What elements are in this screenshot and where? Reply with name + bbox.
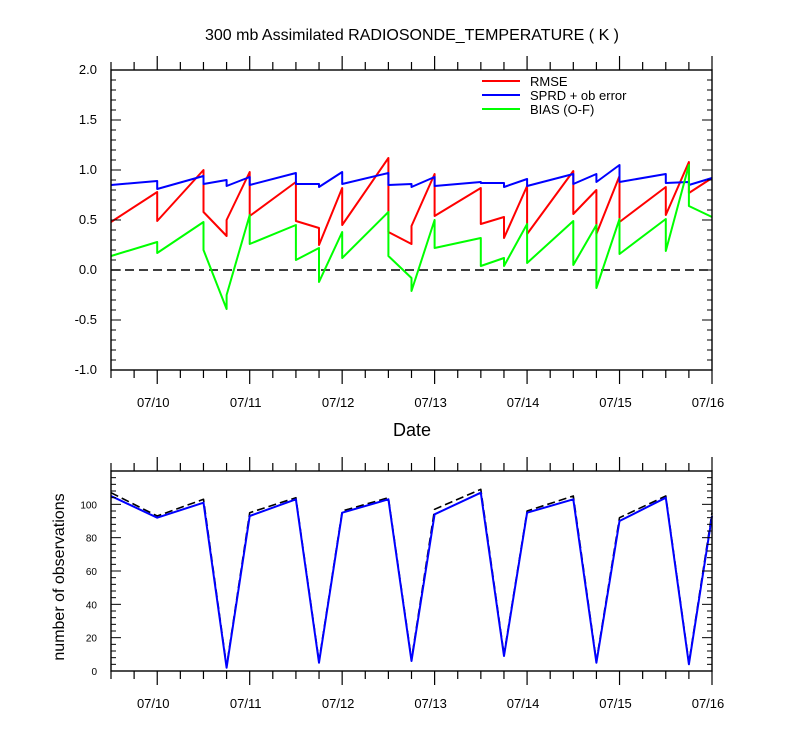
y-tick-label: 0 <box>91 667 97 678</box>
x-tick-label: 07/16 <box>692 395 725 410</box>
x-tick-label: 07/11 <box>230 696 262 711</box>
legend-label-sprd-ob-error: SPRD + ob error <box>530 88 627 103</box>
legend-label-bias-o-f: BIAS (O-F) <box>530 102 594 117</box>
y-tick-label: 40 <box>86 600 98 611</box>
x-tick-label: 07/13 <box>414 696 447 711</box>
y-tick-label: 1.0 <box>79 162 97 177</box>
x-tick-label: 07/16 <box>692 696 725 711</box>
x-tick-label: 07/10 <box>137 395 170 410</box>
x-tick-label: 07/11 <box>230 395 262 410</box>
y-tick-label: 80 <box>86 534 98 545</box>
y-tick-label: -0.5 <box>75 312 97 327</box>
bottom-plot-frame <box>110 470 713 672</box>
x-tick-label: 07/14 <box>507 696 540 711</box>
y-tick-label: -1.0 <box>75 362 97 377</box>
x-tick-label: 07/14 <box>507 395 540 410</box>
y-tick-label: 20 <box>86 634 98 645</box>
x-tick-label: 07/15 <box>599 395 632 410</box>
bottom-plot-axes: 0 20 40 60 80 100 07/10 07/11 07/12 07/13 07/14 07/… <box>80 457 724 711</box>
top-plot-series <box>110 157 713 310</box>
x-tick-label: 07/15 <box>599 696 632 711</box>
y-tick-label: 1.5 <box>79 112 97 127</box>
x-axis-label: Date <box>393 420 431 440</box>
y-tick-label: 100 <box>80 500 97 511</box>
chart-title: 300 mb Assimilated RADIOSONDE_TEMPERATUR… <box>205 27 619 44</box>
series-line-rmse <box>110 157 713 246</box>
series-line-sprd-ob-error <box>110 164 713 190</box>
y-axis-label-observations: number of observations <box>51 493 68 660</box>
series-line-bias-o-f <box>110 164 713 310</box>
x-tick-label: 07/12 <box>322 395 355 410</box>
legend-label-rmse: RMSE <box>530 74 568 89</box>
y-tick-label: 0.5 <box>79 212 97 227</box>
series-line-possible <box>110 488 713 667</box>
bottom-plot-series <box>110 488 713 669</box>
x-tick-label: 07/10 <box>137 696 170 711</box>
top-plot-axes: -1.0 -0.5 0.0 0.5 1.0 1.5 2.0 07/10 07/11 07/12 07… <box>75 56 725 410</box>
y-tick-label: 60 <box>86 567 98 578</box>
x-tick-label: 07/13 <box>414 395 447 410</box>
series-line-assimilated <box>110 491 713 669</box>
y-tick-label: 2.0 <box>79 62 97 77</box>
y-tick-label: 0.0 <box>79 262 97 277</box>
x-tick-label: 07/12 <box>322 696 355 711</box>
